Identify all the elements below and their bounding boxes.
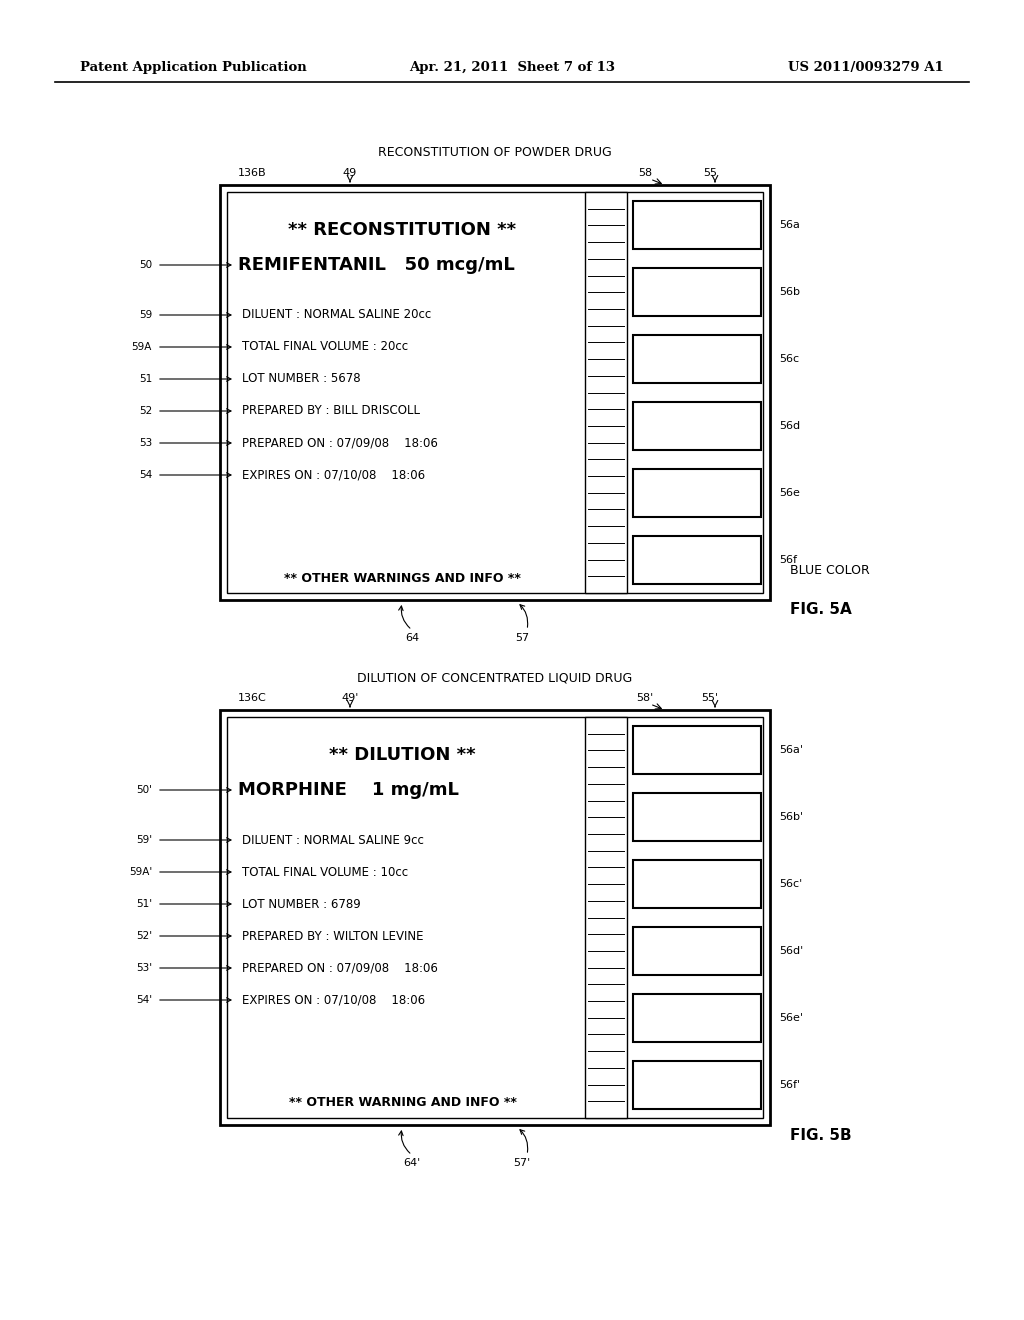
Text: 64': 64' bbox=[403, 1158, 421, 1168]
Text: 49: 49 bbox=[343, 168, 357, 178]
Text: 54: 54 bbox=[138, 470, 152, 480]
Bar bbox=[633, 927, 761, 975]
Text: 56e: 56e bbox=[779, 488, 800, 498]
Text: REMIFENTANIL   50 mcg/mL: REMIFENTANIL 50 mcg/mL bbox=[238, 256, 515, 275]
Text: LOT NUMBER : 5678: LOT NUMBER : 5678 bbox=[242, 372, 360, 385]
Text: PREPARED ON : 07/09/08    18:06: PREPARED ON : 07/09/08 18:06 bbox=[242, 437, 438, 450]
Text: 56e': 56e' bbox=[779, 1012, 803, 1023]
Text: 55': 55' bbox=[701, 693, 719, 704]
Text: Apr. 21, 2011  Sheet 7 of 13: Apr. 21, 2011 Sheet 7 of 13 bbox=[409, 62, 615, 74]
Text: 58: 58 bbox=[638, 168, 652, 178]
Text: 136C: 136C bbox=[238, 693, 266, 704]
Text: PREPARED ON : 07/09/08    18:06: PREPARED ON : 07/09/08 18:06 bbox=[242, 961, 438, 974]
Text: 56a': 56a' bbox=[779, 746, 803, 755]
Text: 56d': 56d' bbox=[779, 946, 803, 956]
Bar bbox=[633, 202, 761, 249]
Text: LOT NUMBER : 6789: LOT NUMBER : 6789 bbox=[242, 898, 360, 911]
Bar bbox=[633, 994, 761, 1041]
Text: 55: 55 bbox=[703, 168, 717, 178]
Text: DILUTION OF CONCENTRATED LIQUID DRUG: DILUTION OF CONCENTRATED LIQUID DRUG bbox=[357, 672, 633, 685]
Bar bbox=[633, 1060, 761, 1109]
Text: PREPARED BY : BILL DRISCOLL: PREPARED BY : BILL DRISCOLL bbox=[242, 404, 420, 417]
Text: US 2011/0093279 A1: US 2011/0093279 A1 bbox=[788, 62, 944, 74]
Text: 56f': 56f' bbox=[779, 1080, 800, 1089]
Text: 59': 59' bbox=[136, 836, 152, 845]
Bar bbox=[220, 710, 770, 1125]
Text: 51: 51 bbox=[138, 374, 152, 384]
Text: 54': 54' bbox=[136, 995, 152, 1005]
Text: EXPIRES ON : 07/10/08    18:06: EXPIRES ON : 07/10/08 18:06 bbox=[242, 994, 425, 1006]
Text: 56f: 56f bbox=[779, 554, 797, 565]
Text: ** OTHER WARNINGS AND INFO **: ** OTHER WARNINGS AND INFO ** bbox=[284, 572, 521, 585]
Bar bbox=[633, 268, 761, 317]
Text: RECONSTITUTION OF POWDER DRUG: RECONSTITUTION OF POWDER DRUG bbox=[378, 147, 612, 160]
Text: 53: 53 bbox=[138, 438, 152, 447]
Text: 59A': 59A' bbox=[129, 867, 152, 876]
Text: 56c': 56c' bbox=[779, 879, 802, 890]
Text: ** RECONSTITUTION **: ** RECONSTITUTION ** bbox=[289, 220, 516, 239]
Bar bbox=[633, 861, 761, 908]
Text: 56b: 56b bbox=[779, 288, 800, 297]
Bar bbox=[633, 536, 761, 583]
Bar bbox=[585, 191, 627, 593]
Text: 50: 50 bbox=[139, 260, 152, 271]
Bar bbox=[633, 793, 761, 841]
Text: 64: 64 bbox=[404, 634, 419, 643]
Bar bbox=[633, 401, 761, 450]
Text: 56a: 56a bbox=[779, 220, 800, 231]
Text: DILUENT : NORMAL SALINE 9cc: DILUENT : NORMAL SALINE 9cc bbox=[242, 833, 424, 846]
Text: MORPHINE    1 mg/mL: MORPHINE 1 mg/mL bbox=[238, 781, 459, 799]
Text: 57': 57' bbox=[513, 1158, 530, 1168]
Text: TOTAL FINAL VOLUME : 10cc: TOTAL FINAL VOLUME : 10cc bbox=[242, 866, 409, 879]
Text: 52: 52 bbox=[138, 407, 152, 416]
Text: FIG. 5A: FIG. 5A bbox=[790, 602, 852, 618]
Text: 50': 50' bbox=[136, 785, 152, 795]
Text: ** OTHER WARNING AND INFO **: ** OTHER WARNING AND INFO ** bbox=[289, 1097, 516, 1110]
Bar bbox=[220, 185, 770, 601]
Bar bbox=[633, 726, 761, 775]
Text: 57: 57 bbox=[515, 634, 529, 643]
Text: Patent Application Publication: Patent Application Publication bbox=[80, 62, 307, 74]
Text: ** DILUTION **: ** DILUTION ** bbox=[329, 746, 476, 764]
Bar bbox=[633, 335, 761, 383]
Text: 56b': 56b' bbox=[779, 812, 803, 822]
Text: 58': 58' bbox=[636, 693, 653, 704]
Bar bbox=[585, 717, 627, 1118]
Bar bbox=[227, 717, 763, 1118]
Text: 49': 49' bbox=[341, 693, 358, 704]
Text: 51': 51' bbox=[136, 899, 152, 909]
Text: TOTAL FINAL VOLUME : 20cc: TOTAL FINAL VOLUME : 20cc bbox=[242, 341, 409, 354]
Bar bbox=[633, 469, 761, 517]
Text: 53': 53' bbox=[136, 964, 152, 973]
Text: FIG. 5B: FIG. 5B bbox=[790, 1127, 852, 1143]
Text: DILUENT : NORMAL SALINE 20cc: DILUENT : NORMAL SALINE 20cc bbox=[242, 309, 431, 322]
Text: EXPIRES ON : 07/10/08    18:06: EXPIRES ON : 07/10/08 18:06 bbox=[242, 469, 425, 482]
Text: 59: 59 bbox=[138, 310, 152, 319]
Text: 56d: 56d bbox=[779, 421, 800, 430]
Bar bbox=[227, 191, 763, 593]
Text: 56c: 56c bbox=[779, 354, 799, 364]
Text: 136B: 136B bbox=[238, 168, 266, 178]
Text: PREPARED BY : WILTON LEVINE: PREPARED BY : WILTON LEVINE bbox=[242, 929, 424, 942]
Text: 59A: 59A bbox=[132, 342, 152, 352]
Text: 52': 52' bbox=[136, 931, 152, 941]
Text: BLUE COLOR: BLUE COLOR bbox=[790, 564, 869, 577]
